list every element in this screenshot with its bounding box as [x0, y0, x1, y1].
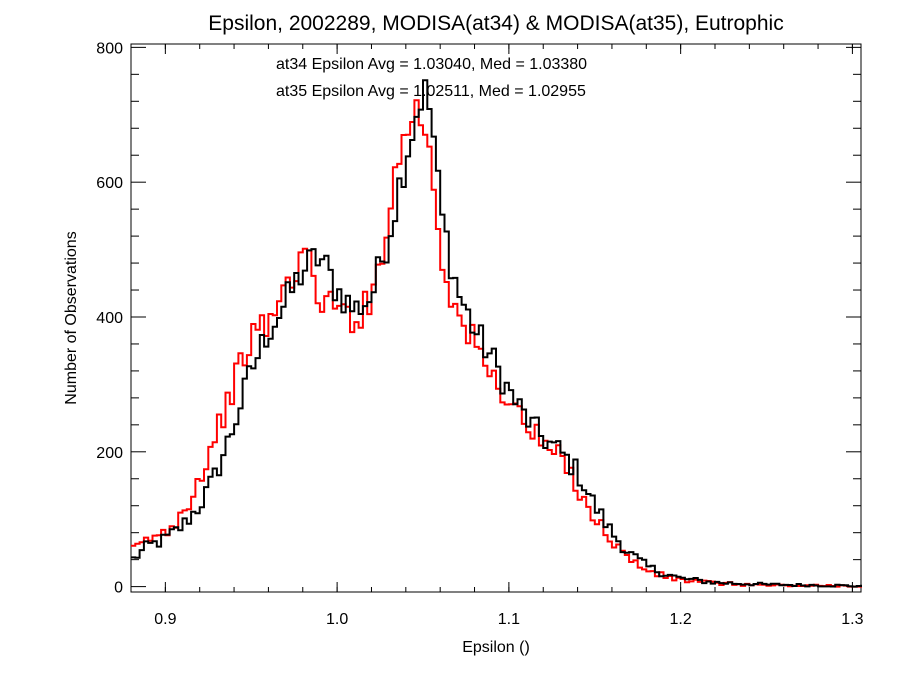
axis-ticks	[130, 44, 861, 592]
y-tick-label: 600	[96, 175, 123, 192]
y-tick-label: 0	[114, 580, 123, 597]
y-tick-label: 800	[96, 40, 123, 57]
y-axis-label: Number of Observations	[63, 231, 80, 404]
axis-tick-labels: 0.9 1.0 1.1 1.2 1.3 0 200 400 600 800	[96, 40, 863, 628]
x-tick-label: 1.3	[841, 611, 863, 628]
annotation-at35-stats: at35 Epsilon Avg = 1.02511, Med = 1.0295…	[276, 83, 586, 100]
y-tick-label: 400	[96, 310, 123, 327]
series-at34-line	[131, 79, 862, 588]
annotation-at34-stats: at34 Epsilon Avg = 1.03040, Med = 1.0338…	[276, 56, 587, 73]
y-tick-label: 200	[96, 445, 123, 462]
plot-frame	[130, 43, 862, 593]
series-layer	[131, 79, 862, 588]
x-axis-label: Epsilon ()	[462, 639, 530, 656]
series-at35-line	[131, 99, 862, 588]
x-tick-label: 1.2	[670, 611, 692, 628]
x-tick-label: 0.9	[154, 611, 176, 628]
x-tick-label: 1.1	[498, 611, 520, 628]
x-tick-label: 1.0	[326, 611, 348, 628]
chart-title: Epsilon, 2002289, MODISA(at34) & MODISA(…	[208, 12, 783, 35]
